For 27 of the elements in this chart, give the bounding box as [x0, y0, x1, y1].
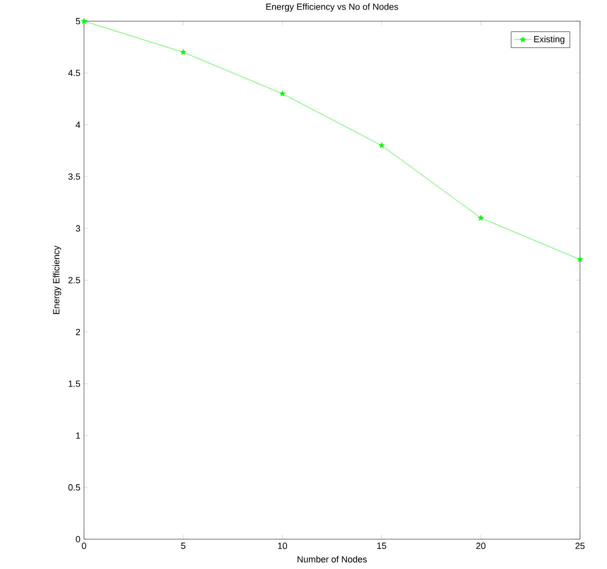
- y-tick-label: 3: [76, 225, 80, 232]
- y-tick-label: 0: [76, 536, 80, 542]
- y-tick-label: 4.5: [68, 70, 80, 76]
- chart-title: Energy Efficiency vs No of Nodes: [266, 3, 398, 12]
- point: [378, 142, 385, 148]
- x-axis-title: Number of Nodes: [298, 556, 367, 562]
- legend-label: Existing: [534, 36, 564, 44]
- point: [478, 214, 484, 221]
- y-tick-label: 1: [76, 432, 80, 439]
- x-tick-label: 5: [181, 542, 186, 549]
- y-axis-title: Energy Efficiency: [52, 246, 62, 314]
- y-tick-label: 5: [76, 18, 80, 24]
- y-tick-label: 1.5: [68, 380, 80, 387]
- point: [576, 256, 584, 262]
- y-tick-label: 2: [76, 328, 80, 336]
- y-tick-label: 4: [76, 122, 80, 128]
- x-tick-label: 0: [82, 542, 86, 549]
- point: [80, 18, 88, 24]
- y-tick-label: 3.5: [68, 173, 80, 180]
- point: [180, 48, 186, 55]
- x-tick-label: 15: [377, 542, 386, 549]
- point: [279, 90, 286, 96]
- y-tick-label: 2.5: [68, 276, 80, 284]
- y-tick-label: 0.5: [68, 484, 80, 490]
- x-tick-label: 25: [575, 542, 585, 549]
- x-tick-label: 10: [278, 542, 288, 549]
- x-tick-label: 20: [476, 542, 486, 549]
